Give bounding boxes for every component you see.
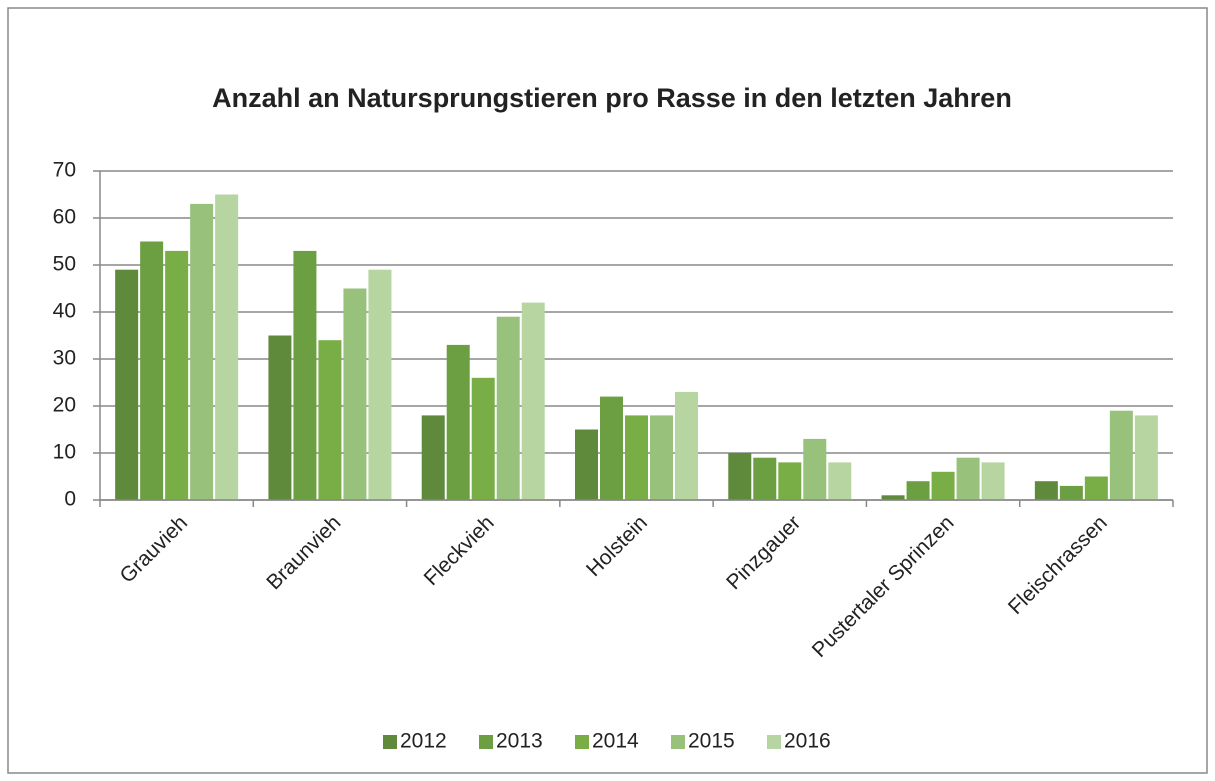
y-tick-label: 20 — [53, 394, 76, 417]
bar — [625, 415, 648, 500]
bar — [471, 377, 495, 500]
legend-swatch — [767, 735, 781, 749]
legend-label: 2015 — [688, 730, 735, 753]
bar — [981, 462, 1005, 500]
bar — [575, 429, 598, 500]
bar — [803, 438, 827, 500]
bar — [165, 250, 189, 500]
bar — [828, 462, 852, 500]
y-tick-label: 0 — [64, 488, 76, 511]
bar — [931, 471, 955, 500]
bar — [421, 415, 445, 500]
y-tick-label: 70 — [53, 159, 76, 182]
bar — [268, 335, 292, 500]
bar — [728, 453, 752, 500]
bar — [115, 269, 139, 500]
bar — [140, 241, 164, 500]
legend-swatch — [383, 735, 397, 749]
y-tick-label: 60 — [53, 206, 76, 229]
bar — [496, 316, 520, 500]
bar — [446, 344, 470, 500]
bar — [753, 457, 777, 500]
y-tick-label: 50 — [53, 253, 76, 276]
bar — [343, 288, 367, 500]
bar — [956, 457, 980, 500]
legend-swatch — [671, 735, 685, 749]
y-tick-label: 10 — [53, 441, 76, 464]
y-tick-label: 30 — [53, 347, 76, 370]
bar — [1134, 415, 1158, 500]
bar — [650, 415, 673, 500]
legend-label: 2013 — [496, 730, 543, 753]
bar — [675, 391, 698, 500]
bar — [1084, 476, 1108, 500]
bar — [906, 481, 930, 500]
bar — [1109, 410, 1133, 500]
bar — [215, 194, 239, 500]
bar — [318, 340, 342, 500]
legend-label: 2014 — [592, 730, 639, 753]
legend-swatch — [479, 735, 493, 749]
bar — [881, 495, 905, 500]
legend-swatch — [575, 735, 589, 749]
bar — [368, 269, 392, 500]
bar — [1034, 481, 1058, 500]
legend-label: 2012 — [400, 730, 447, 753]
bar — [778, 462, 802, 500]
bar — [190, 203, 214, 500]
bar — [600, 396, 623, 500]
bar — [1059, 485, 1083, 500]
bar — [293, 250, 317, 500]
y-tick-label: 40 — [53, 300, 76, 323]
chart-title: Anzahl an Natursprungstieren pro Rasse i… — [212, 83, 1012, 113]
legend-label: 2016 — [784, 730, 831, 753]
bar — [521, 302, 545, 500]
